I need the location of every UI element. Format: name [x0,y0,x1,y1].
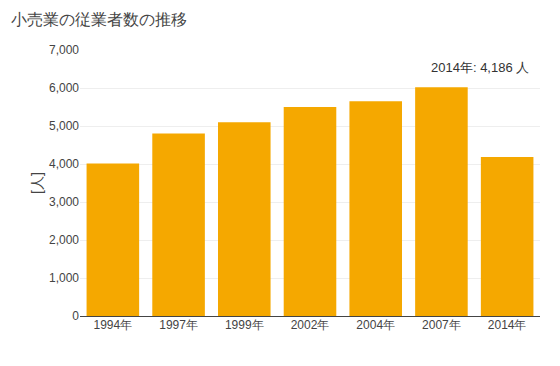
svg-text:小売業の従業者数の推移: 小売業の従業者数の推移 [11,11,187,28]
svg-text:1,000: 1,000 [49,271,79,285]
svg-text:[人]: [人] [29,172,45,194]
svg-text:2004年: 2004年 [356,318,395,332]
svg-text:3,000: 3,000 [49,195,79,209]
svg-text:1999年: 1999年 [225,318,264,332]
svg-text:5,000: 5,000 [49,119,79,133]
svg-text:0: 0 [72,309,79,323]
svg-text:6,000: 6,000 [49,81,79,95]
svg-text:2014年: 4,186 人: 2014年: 4,186 人 [431,60,529,75]
svg-text:1994年: 1994年 [94,318,133,332]
svg-text:2,000: 2,000 [49,233,79,247]
svg-text:2002年: 2002年 [291,318,330,332]
svg-text:7,000: 7,000 [49,43,79,57]
svg-text:2014年: 2014年 [488,318,527,332]
svg-text:4,000: 4,000 [49,157,79,171]
svg-text:1997年: 1997年 [159,318,198,332]
svg-text:2007年: 2007年 [422,318,461,332]
